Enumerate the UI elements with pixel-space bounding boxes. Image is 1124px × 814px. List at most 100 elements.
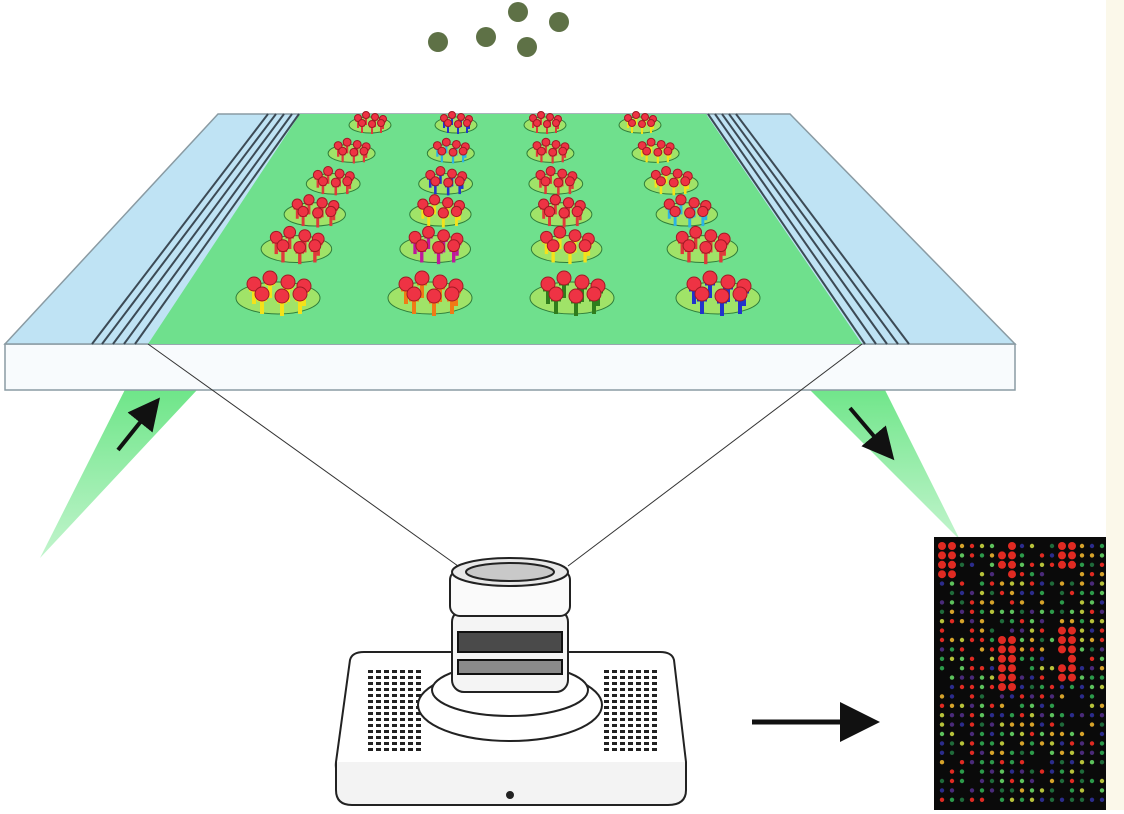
- vent-slot: [636, 718, 641, 721]
- scan-dot: [1079, 581, 1085, 586]
- scan-dot: [1059, 722, 1065, 727]
- scan-dot: [1069, 713, 1075, 718]
- scan-dot: [959, 609, 965, 614]
- scan-dot: [1049, 750, 1055, 755]
- camera-status-led: [506, 791, 514, 799]
- scan-dot: [1009, 769, 1015, 774]
- scan-dot: [1079, 609, 1085, 614]
- scan-dot: [999, 703, 1005, 708]
- scan-dot: [1019, 572, 1025, 577]
- antibody-spot: [327, 137, 376, 164]
- scan-dot: [1049, 769, 1055, 774]
- scan-dot: [959, 600, 965, 605]
- scan-dot: [1049, 581, 1055, 586]
- antibody-spot: [675, 270, 761, 316]
- vent-slot: [652, 712, 657, 715]
- vent-slot: [384, 670, 389, 673]
- vent-slot: [400, 712, 405, 715]
- glass-slide: [3, 111, 1017, 391]
- scan-dot: [1079, 553, 1085, 558]
- scan-dot: [959, 684, 965, 690]
- scan-dot: [1068, 551, 1076, 560]
- scan-dot: [1079, 675, 1085, 680]
- scan-dot: [1008, 673, 1016, 682]
- scan-dot: [1008, 542, 1016, 550]
- antibody-spot: [666, 225, 739, 265]
- vent-slot: [416, 688, 421, 691]
- scan-dot: [1079, 619, 1085, 624]
- scan-dot: [1089, 609, 1095, 614]
- scan-dot: [1019, 590, 1025, 596]
- scan-dot: [999, 694, 1005, 699]
- vent-slot: [376, 676, 381, 679]
- vent-slot: [368, 700, 373, 703]
- scan-dot: [979, 797, 985, 802]
- antibody-spot: [434, 111, 478, 134]
- vent-slot: [400, 688, 405, 691]
- vent-slot: [384, 694, 389, 697]
- scan-dot: [998, 673, 1006, 682]
- scan-dot: [989, 778, 995, 784]
- vent-slot: [376, 748, 381, 751]
- scan-dot: [1069, 750, 1075, 755]
- scan-dot: [1079, 713, 1085, 718]
- vent-slot: [612, 688, 617, 691]
- vent-slot: [384, 682, 389, 685]
- scan-dot: [989, 581, 995, 586]
- vent-slot: [644, 694, 649, 697]
- scan-dot: [1069, 741, 1075, 746]
- scan-dot: [969, 562, 975, 567]
- vent-slot: [376, 694, 381, 697]
- scan-dot: [1068, 542, 1076, 550]
- scan-dot: [1069, 760, 1075, 765]
- scan-dot: [959, 553, 965, 558]
- vent-slot: [652, 670, 657, 673]
- scan-dot: [979, 788, 985, 793]
- scan-dot: [1009, 722, 1015, 727]
- antibody-spot: [399, 225, 471, 265]
- vent-slot: [652, 748, 657, 751]
- vent-slot: [628, 724, 633, 727]
- scan-dot: [989, 675, 995, 680]
- scan-dot: [1019, 619, 1025, 624]
- scan-dot: [1069, 609, 1075, 614]
- scan-dot: [939, 609, 945, 614]
- scan-dot: [1008, 654, 1016, 663]
- scan-dot: [1029, 619, 1035, 624]
- scan-dot: [999, 769, 1005, 774]
- vent-slot: [384, 688, 389, 691]
- vent-slot: [652, 676, 657, 679]
- scan-dot: [1039, 656, 1045, 661]
- vent-slot: [652, 682, 657, 685]
- scan-dot: [979, 722, 985, 727]
- scan-dot: [949, 741, 955, 746]
- scan-dot: [1099, 581, 1105, 586]
- microarray-scan-image: [934, 537, 1124, 810]
- vent-slot: [416, 724, 421, 727]
- scan-dot: [1068, 560, 1076, 569]
- scan-dot: [1079, 750, 1085, 755]
- vent-slot: [636, 742, 641, 745]
- antibody-spot: [418, 166, 473, 196]
- scan-dot: [1029, 543, 1035, 549]
- scan-dot: [1039, 647, 1045, 652]
- vent-slot: [392, 706, 397, 709]
- scan-dot: [1029, 562, 1035, 567]
- vent-slot: [400, 670, 405, 673]
- vent-slot: [644, 682, 649, 685]
- scan-dot: [959, 619, 965, 624]
- vent-slot: [612, 670, 617, 673]
- scan-dot: [949, 590, 955, 596]
- vent-slot: [376, 706, 381, 709]
- scan-dot: [939, 741, 945, 746]
- scan-dot: [1039, 769, 1045, 774]
- scan-dot: [989, 590, 995, 596]
- scan-dot: [1079, 760, 1085, 765]
- scan-dot: [939, 619, 945, 624]
- scan-dot: [1089, 760, 1095, 765]
- vent-slot: [400, 676, 405, 679]
- scan-dot: [998, 636, 1006, 644]
- vent-slot: [416, 694, 421, 697]
- analyte-bead: [549, 12, 569, 32]
